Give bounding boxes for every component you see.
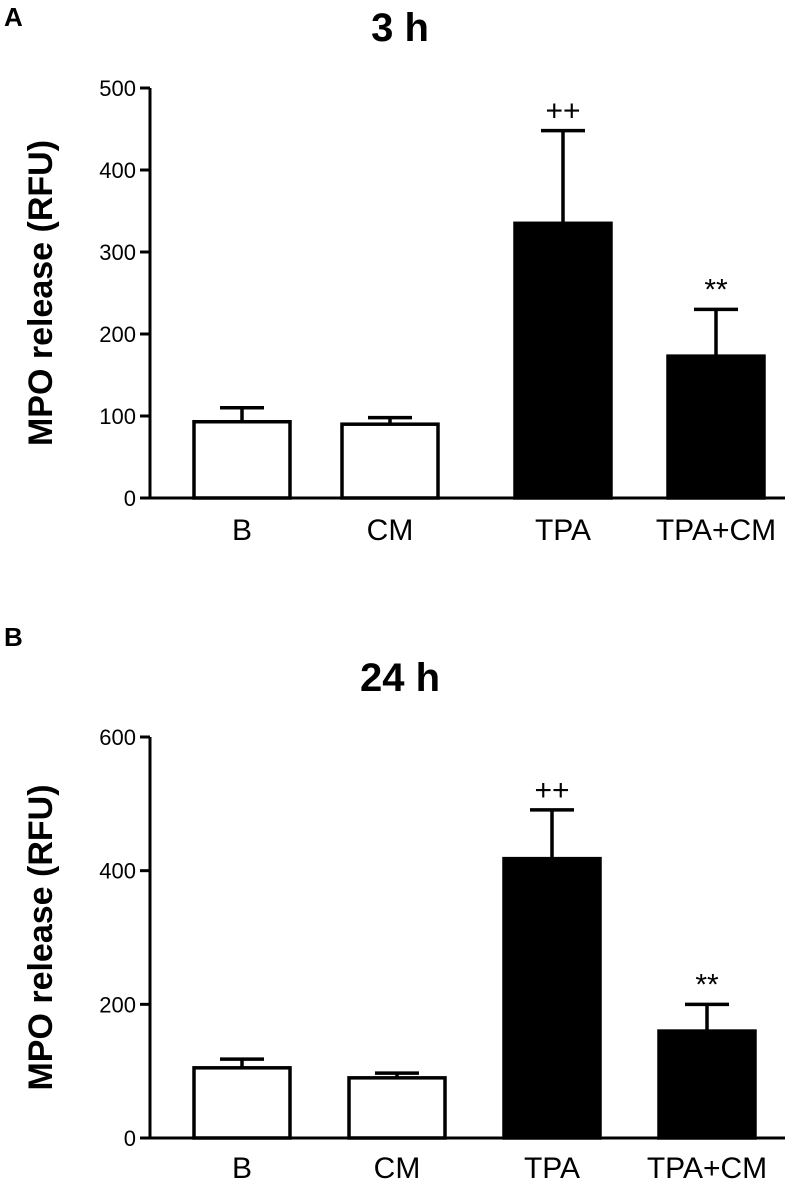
category-label: TPA xyxy=(524,1152,580,1185)
y-axis-label: MPO release (RFU) xyxy=(22,140,60,446)
chart-title: 3 h xyxy=(371,6,429,50)
category-label: B xyxy=(232,514,252,547)
bar xyxy=(666,354,766,500)
y-tick-label: 200 xyxy=(99,992,136,1017)
significance-annotation: ** xyxy=(704,273,728,306)
y-tick-label: 300 xyxy=(99,240,136,265)
y-tick-label: 0 xyxy=(124,486,136,511)
bar-chart-a: 0 100 200 300 400 500 MPO release (RFU) B CM ++ TP… xyxy=(22,76,785,547)
significance-annotation: ++ xyxy=(534,774,569,807)
y-tick-label: 100 xyxy=(99,404,136,429)
category-label: TPA+CM xyxy=(656,514,776,547)
panel-label: A xyxy=(4,2,23,32)
chart-panel-b: B 24 h 0 200 400 600 MPO release (RFU) B CM ++ T… xyxy=(0,600,800,1189)
y-tick-label: 400 xyxy=(99,158,136,183)
panel-label: B xyxy=(4,622,23,652)
chart-title: 24 h xyxy=(359,656,441,700)
bar xyxy=(657,1029,757,1140)
y-tick-label: 0 xyxy=(124,1126,136,1151)
bar xyxy=(502,856,602,1140)
category-label: B xyxy=(232,1152,252,1185)
category-label: TPA xyxy=(535,514,591,547)
bar xyxy=(192,1066,292,1140)
bar-chart-b: 0 200 400 600 MPO release (RFU) B CM ++ TPA ** TPA… xyxy=(22,725,785,1185)
bar xyxy=(192,419,292,500)
y-tick-label: 600 xyxy=(99,725,136,750)
category-label: CM xyxy=(374,1152,421,1185)
bar xyxy=(340,422,440,500)
significance-annotation: ** xyxy=(695,968,719,1001)
significance-annotation: ++ xyxy=(545,95,580,128)
y-axis-label: MPO release (RFU) xyxy=(22,784,60,1090)
y-tick-label: 200 xyxy=(99,322,136,347)
y-tick-label: 400 xyxy=(99,859,136,884)
category-label: CM xyxy=(367,514,414,547)
chart-panel-a: A 3 h 0 100 200 300 400 500 MPO release (RFU) B… xyxy=(0,0,800,590)
bar xyxy=(347,1076,447,1140)
category-label: TPA+CM xyxy=(647,1152,767,1185)
y-tick-label: 500 xyxy=(99,76,136,101)
bar xyxy=(513,221,613,500)
